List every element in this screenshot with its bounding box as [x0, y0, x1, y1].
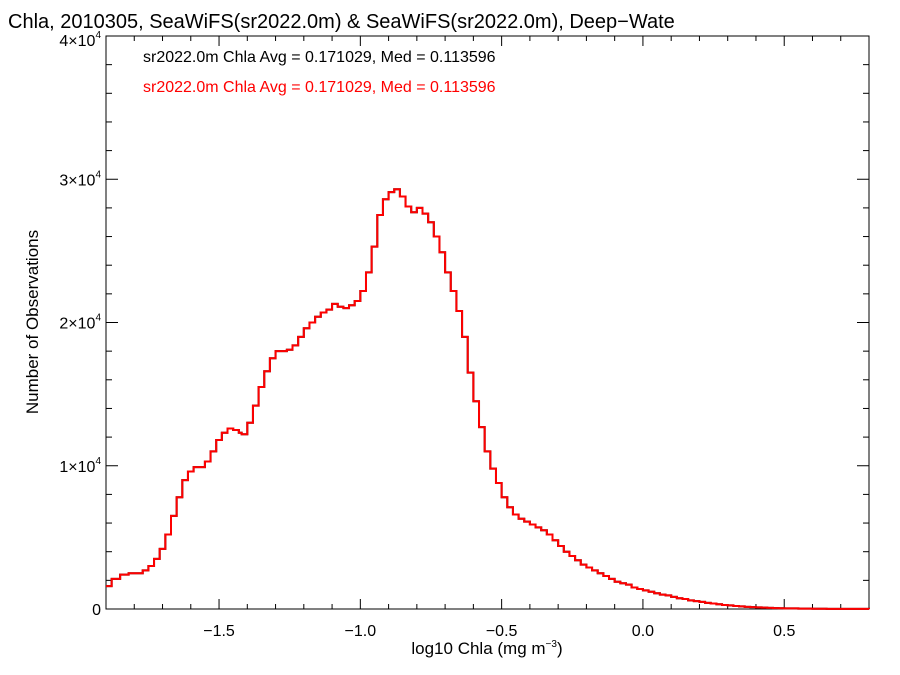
annotation-black: sr2022.0m Chla Avg = 0.171029, Med = 0.1… [143, 49, 496, 66]
y-tick-label-base: 1×10 [59, 459, 95, 476]
x-axis-label-base: log10 Chla (mg m [411, 639, 545, 658]
x-axis-label: log10 Chla (mg m−3) [411, 639, 562, 658]
y-tick-label-sup: 4 [95, 456, 101, 467]
chart-title: Chla, 2010305, SeaWiFS(sr2022.0m) & SeaW… [8, 11, 675, 33]
y-tick-label-sup: 4 [95, 313, 101, 324]
y-tick-label-4: 4×104 [59, 30, 101, 50]
x-axis-label-tail: ) [557, 639, 563, 658]
series-line-0 [106, 188, 870, 610]
y-tick-label-0: 0 [92, 602, 101, 619]
x-tick-label-4: 0.5 [773, 623, 795, 640]
series-group [106, 188, 870, 610]
x-tick-label-3: 0.0 [632, 623, 654, 640]
y-tick-label-2: 2×104 [59, 313, 101, 333]
annotation-red: sr2022.0m Chla Avg = 0.171029, Med = 0.1… [143, 79, 496, 96]
y-tick-label-1: 1×104 [59, 456, 101, 476]
plot-area-frame [105, 35, 870, 610]
x-tick-label-0: −1.5 [203, 623, 235, 640]
y-tick-label-3: 3×104 [59, 169, 101, 189]
x-axis-label-sup: −3 [546, 639, 558, 650]
y-tick-label-base: 4×10 [59, 33, 95, 50]
axis-ticks [105, 35, 870, 610]
y-tick-label-base: 2×10 [59, 316, 95, 333]
y-axis-label: Number of Observations [23, 230, 42, 414]
x-tick-label-2: −0.5 [486, 623, 518, 640]
y-tick-label-sup: 4 [95, 169, 101, 180]
y-tick-label-base: 0 [92, 602, 101, 619]
series-line-1 [106, 188, 870, 610]
y-tick-label-base: 3×10 [59, 172, 95, 189]
y-tick-label-sup: 4 [95, 30, 101, 41]
x-tick-label-1: −1.0 [345, 623, 377, 640]
